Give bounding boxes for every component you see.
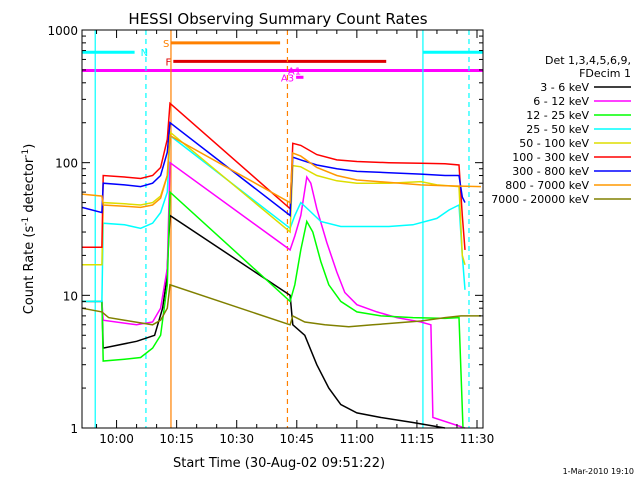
- series-line-7000-20000-kev: [81, 283, 481, 328]
- y-axis-label-main: Count Rate (s: [22, 226, 37, 315]
- legend-label-50-100-kev: 50 - 100 keV: [519, 137, 589, 150]
- legend-title-line-1: Det 1,3,4,5,6,9,: [545, 54, 631, 67]
- flag-label-a1: A1: [288, 67, 301, 78]
- legend-label-12-25-kev: 12 - 25 keV: [526, 109, 589, 122]
- x-tick-label: 10:00: [99, 432, 134, 446]
- legend-label-100-300-kev: 100 - 300 keV: [512, 151, 589, 164]
- x-tick-label: 10:30: [219, 432, 254, 446]
- series-line-3-6-kev: [82, 214, 446, 429]
- x-tick-label: 11:30: [460, 432, 495, 446]
- flag-label-f: F: [166, 57, 172, 68]
- x-axis: 10:00 10:15 10:30 10:45 11:00 11:15 11:30: [96, 30, 495, 446]
- series-line-100-300-kev: [82, 101, 466, 250]
- y-tick-label: 1000: [47, 24, 78, 38]
- y-axis-label: Count Rate (s-1 detector-1): [21, 144, 37, 315]
- legend-title-line-2: FDecim 1: [579, 67, 631, 80]
- x-axis-label: Start Time (30-Aug-02 09:51:22): [173, 456, 385, 471]
- chart-title: HESSI Observing Summary Count Rates: [128, 10, 427, 28]
- legend-label-6-12-kev: 6 - 12 keV: [533, 95, 589, 108]
- y-axis-label-sup1: -1: [21, 217, 31, 226]
- series-line-25-50-kev: [82, 134, 466, 303]
- series-line-800-7000-kev: [81, 134, 482, 209]
- y-tick-label: 10: [63, 289, 78, 303]
- y-axis-label-sup2: -1: [21, 149, 31, 158]
- series-line-6-12-kev: [82, 161, 466, 429]
- legend-label-800-7000-kev: 800 - 7000 keV: [505, 179, 589, 192]
- x-tick-label: 11:15: [400, 432, 435, 446]
- flag-label-n: N: [141, 48, 148, 59]
- legend-label-300-800-kev: 300 - 800 keV: [512, 165, 589, 178]
- plot-frame: [81, 29, 484, 429]
- y-tick-label: 100: [55, 157, 78, 171]
- legend-label-25-50-kev: 25 - 50 keV: [526, 123, 589, 136]
- y-axis: 1 10 100 1000: [47, 24, 483, 436]
- y-tick-label: 1: [70, 422, 78, 436]
- x-tick-label: 10:15: [159, 432, 194, 446]
- x-tick-label: 11:00: [340, 432, 375, 446]
- y-axis-label-end: ): [22, 144, 37, 149]
- x-tick-label: 10:45: [279, 432, 314, 446]
- data-series: [81, 101, 482, 429]
- series-line-12-25-kev: [82, 190, 464, 429]
- generation-timestamp: 1-Mar-2010 19:10: [563, 467, 634, 476]
- legend-label-7000-20000-kev: 7000 - 20000 keV: [491, 193, 589, 206]
- y-axis-label-mid: detector: [22, 157, 37, 217]
- flag-label-s: S: [163, 39, 169, 50]
- legend-label-3-6-kev: 3 - 6 keV: [540, 81, 589, 94]
